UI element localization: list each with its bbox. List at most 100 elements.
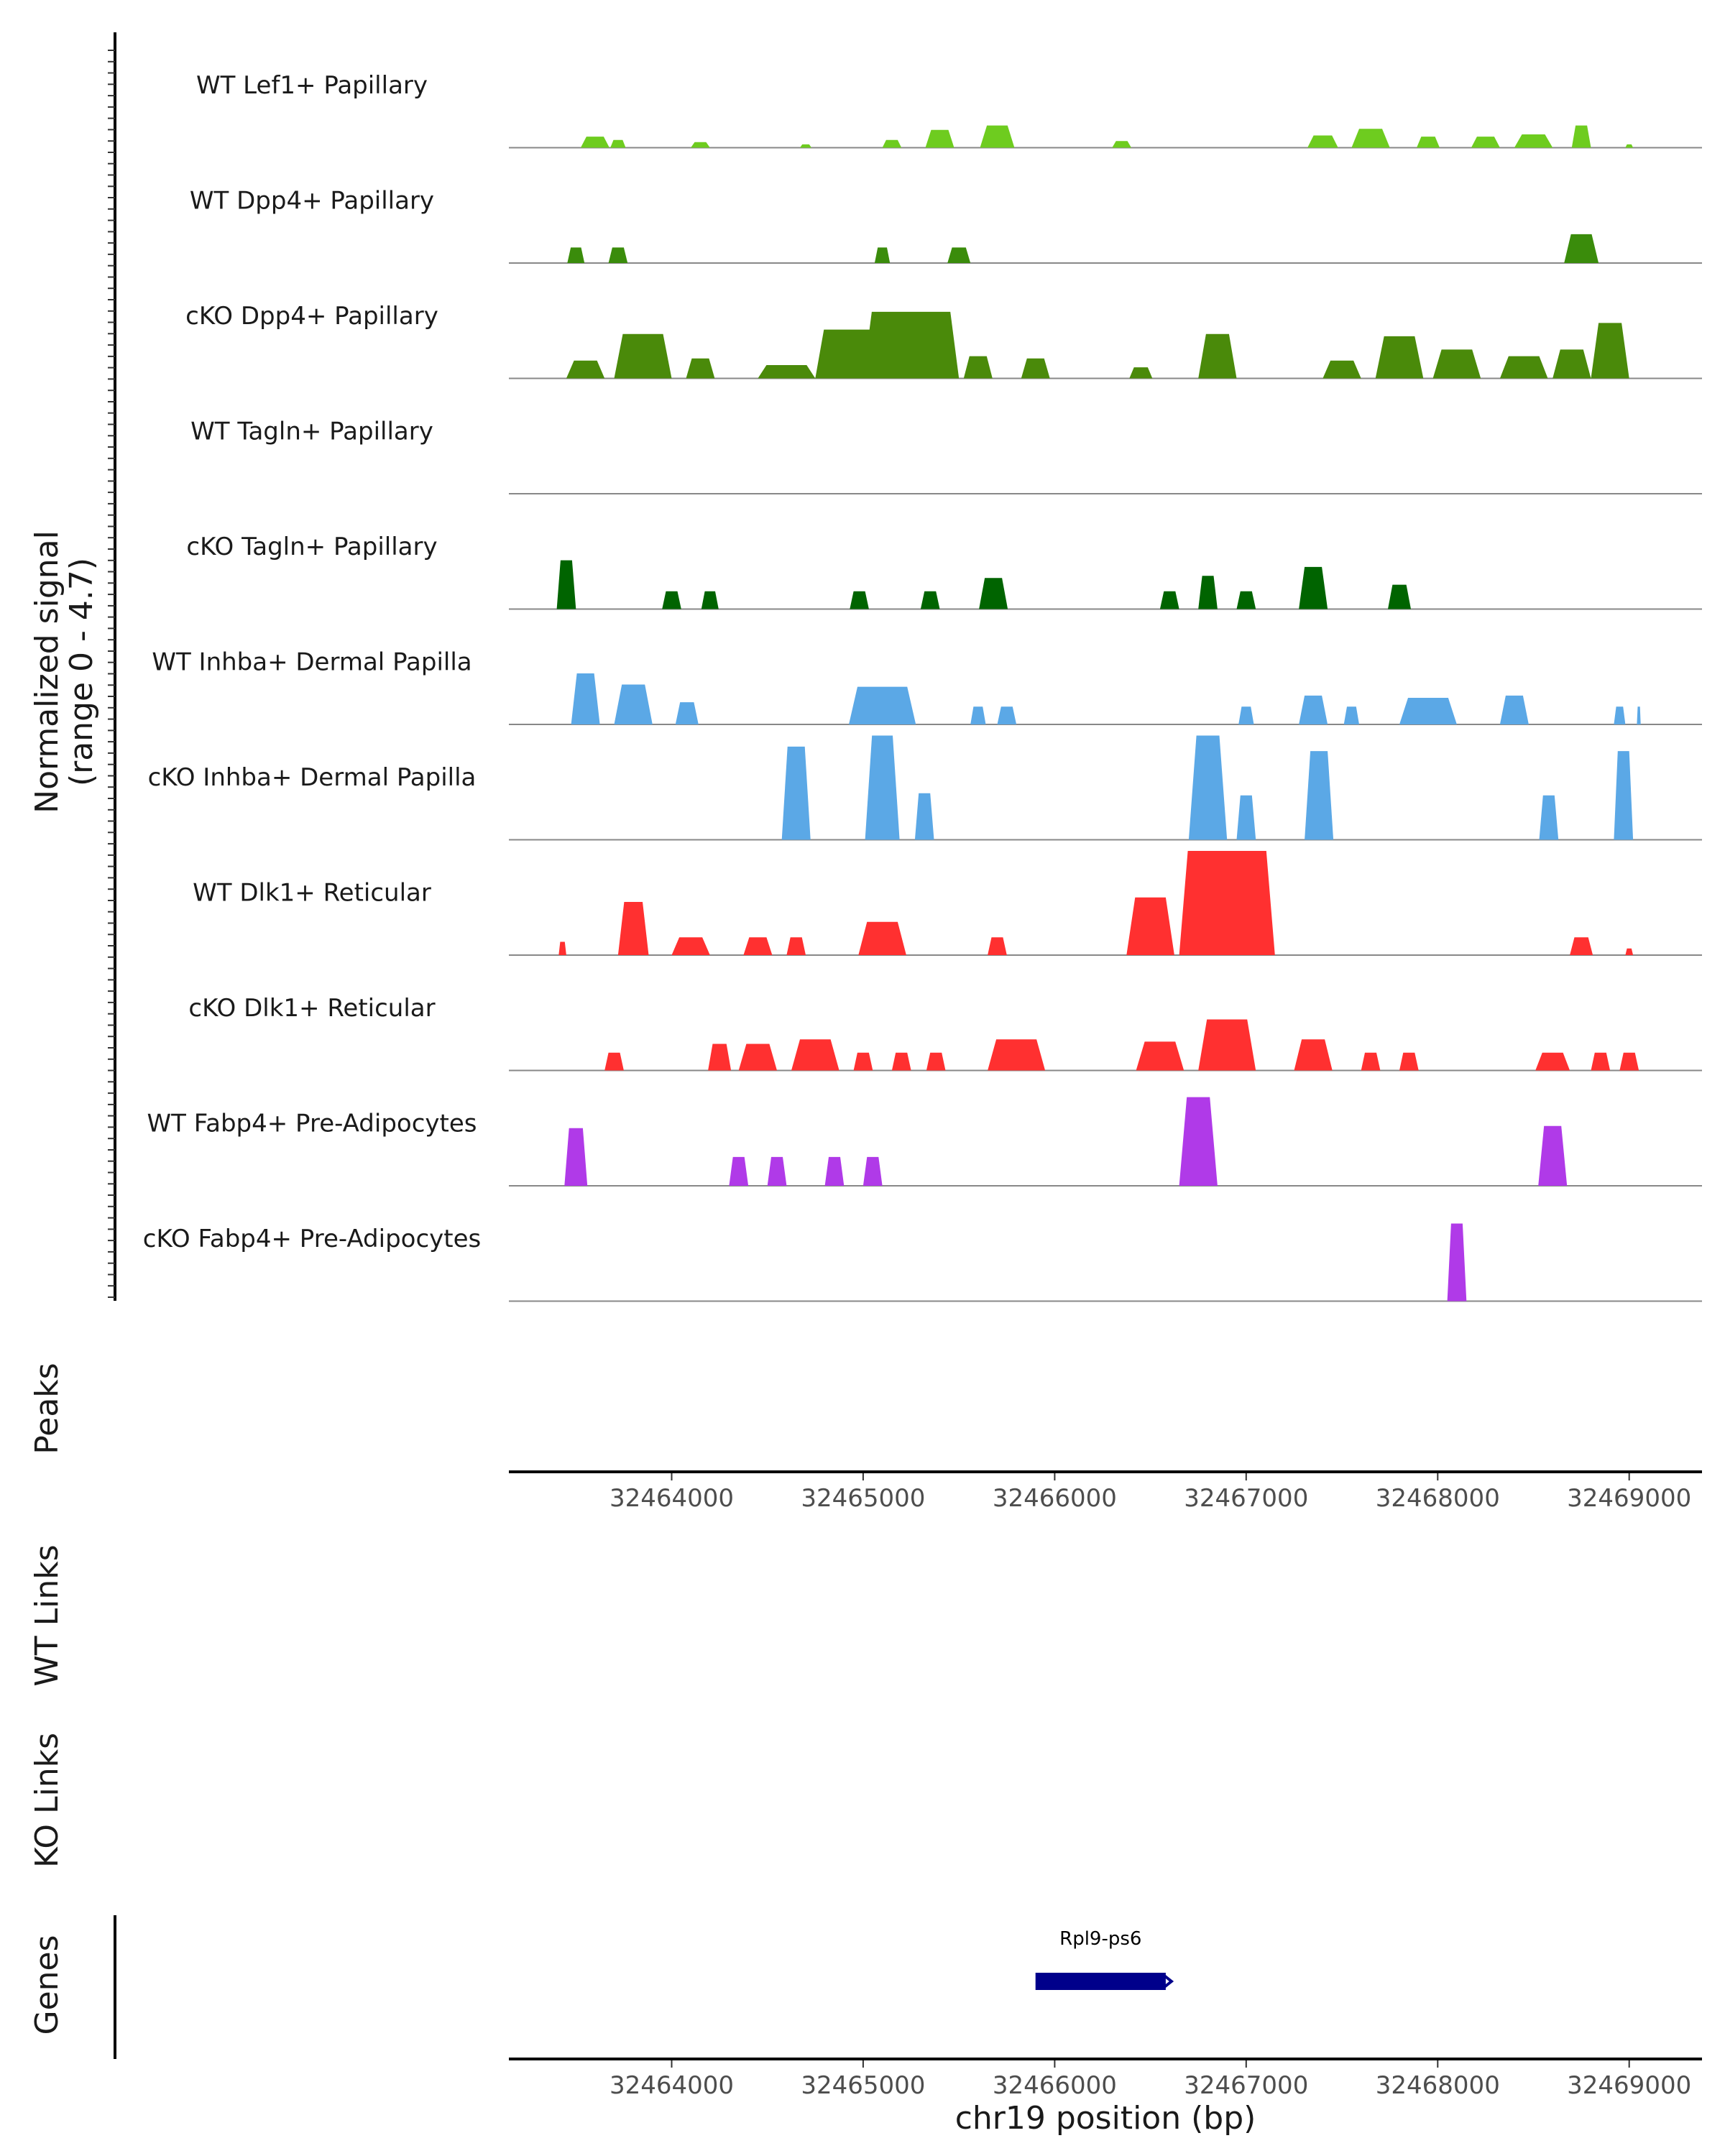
coverage-peak xyxy=(566,360,605,379)
coverage-peak xyxy=(1322,360,1361,379)
coverage-peak xyxy=(865,735,900,840)
track-label: WT Fabp4+ Pre-Adipocytes xyxy=(147,1110,477,1138)
coverage-peak xyxy=(708,1044,732,1071)
coverage-peak xyxy=(1399,1052,1419,1071)
track-label: cKO Dlk1+ Reticular xyxy=(188,994,435,1023)
track-label: WT Inhba+ Dermal Papilla xyxy=(152,648,472,677)
coverage-peak xyxy=(1447,1223,1467,1302)
coverage-track: cKO Dpp4+ Papillary xyxy=(185,302,1702,379)
coverage-peak xyxy=(1343,706,1359,724)
coverage-peak xyxy=(1136,1041,1184,1071)
track-label: WT Tagln+ Papillary xyxy=(190,418,433,446)
coverage-peak xyxy=(617,902,649,955)
coverage-track: WT Dpp4+ Papillary xyxy=(190,187,1702,264)
track-label: WT Dlk1+ Reticular xyxy=(193,879,431,908)
coverage-track: cKO Inhba+ Dermal Papilla xyxy=(148,735,1702,841)
coverage-peak xyxy=(662,591,681,609)
coverage-peak xyxy=(1535,1052,1570,1071)
coverage-peak xyxy=(963,356,993,379)
coverage-peak xyxy=(1552,349,1591,379)
gene-body xyxy=(1035,1973,1166,1990)
gene-label: Rpl9-ps6 xyxy=(1059,1928,1141,1950)
coverage-peak xyxy=(1159,591,1179,609)
gene-annotations: Rpl9-ps6 xyxy=(1035,1928,1174,1990)
coverage-peak xyxy=(1129,367,1153,379)
coverage-track: WT Tagln+ Papillary xyxy=(190,418,1702,494)
coverage-peak xyxy=(1305,751,1334,840)
coverage-peak xyxy=(925,129,954,148)
coverage-peak xyxy=(1637,706,1641,724)
genes-panel-title: Genes xyxy=(29,1935,65,2035)
coverage-peak xyxy=(614,333,672,379)
y-axis-range: (range 0 - 4.7) xyxy=(63,558,100,786)
coverage-peak xyxy=(980,125,1015,148)
coverage-track: cKO Fabp4+ Pre-Adipocytes xyxy=(143,1223,1702,1302)
x-tick-label: 32467000 xyxy=(1184,2071,1308,2100)
coverage-peak xyxy=(1375,336,1424,379)
coverage-peak xyxy=(1188,735,1228,840)
coverage-peak xyxy=(862,311,960,379)
x-tick-label: 32469000 xyxy=(1567,2071,1691,2100)
coverage-peak xyxy=(988,1039,1046,1071)
coverage-peak xyxy=(882,139,902,148)
x-tick-label: 32467000 xyxy=(1184,1484,1308,1513)
coverage-peak xyxy=(1238,706,1254,724)
peaks-x-ticks: 32464000 32465000 32466000 32467000 32468000… xyxy=(610,1473,1691,1513)
coverage-peak xyxy=(1591,1052,1611,1071)
coverage-peak xyxy=(1625,144,1634,148)
track-label: cKO Fabp4+ Pre-Adipocytes xyxy=(143,1225,482,1253)
coverage-peak xyxy=(849,686,916,724)
coverage-peak xyxy=(1388,584,1411,609)
coverage-peak xyxy=(1591,323,1629,379)
coverage-peak xyxy=(862,1156,883,1186)
coverage-peak xyxy=(1570,937,1593,955)
coverage-peak xyxy=(1614,751,1634,840)
coverage-tracks: WT Lef1+ Papillary WT Dpp4+ Papillary cKO … xyxy=(143,71,1702,1302)
coverage-peak xyxy=(970,706,986,724)
coverage-peak xyxy=(1198,576,1218,609)
coverage-track: WT Fabp4+ Pre-Adipocytes xyxy=(147,1097,1702,1187)
coverage-peak xyxy=(571,673,600,724)
coverage-track: WT Lef1+ Papillary xyxy=(196,71,1702,149)
coverage-peak xyxy=(767,1156,787,1186)
coverage-peak xyxy=(874,247,891,263)
coverage-peak xyxy=(1432,349,1481,379)
coverage-peak xyxy=(850,591,869,609)
coverage-peak xyxy=(1351,129,1390,148)
x-tick-label: 32468000 xyxy=(1376,1484,1500,1513)
x-tick-label: 32464000 xyxy=(610,2071,734,2100)
coverage-peak xyxy=(610,139,626,148)
coverage-peak xyxy=(701,591,719,609)
coverage-peak xyxy=(988,937,1007,955)
coverage-track: cKO Tagln+ Papillary xyxy=(186,533,1702,610)
coverage-peak xyxy=(1614,706,1626,724)
coverage-peak xyxy=(567,247,585,263)
coverage-peak xyxy=(1236,795,1256,840)
coverage-peak xyxy=(1236,591,1256,609)
coverage-peak xyxy=(791,1039,840,1071)
coverage-peak xyxy=(1499,356,1548,379)
coverage-peak xyxy=(1294,1039,1333,1071)
coverage-peak xyxy=(1471,137,1500,148)
coverage-peak xyxy=(1021,358,1050,379)
coverage-peak xyxy=(686,358,715,379)
coverage-peak xyxy=(758,365,816,379)
gene-strand-arrow xyxy=(1163,1974,1174,1989)
coverage-peak xyxy=(564,1128,588,1186)
coverage-peak xyxy=(853,1052,873,1071)
coverage-peak xyxy=(558,941,566,955)
coverage-peak xyxy=(781,746,811,840)
coverage-peak xyxy=(891,1052,911,1071)
coverage-peak xyxy=(1198,333,1237,379)
coverage-peak xyxy=(858,921,906,955)
coverage-track: cKO Dlk1+ Reticular xyxy=(188,994,1702,1072)
x-tick-label: 32468000 xyxy=(1376,2071,1500,2100)
coverage-peak xyxy=(1539,795,1559,840)
coverage-peak xyxy=(604,1052,624,1071)
coverage-peak xyxy=(580,137,610,148)
coverage-peak xyxy=(729,1156,749,1186)
coverage-peak xyxy=(786,937,806,955)
x-tick-label: 32464000 xyxy=(610,1484,734,1513)
coverage-peak xyxy=(1564,234,1599,263)
